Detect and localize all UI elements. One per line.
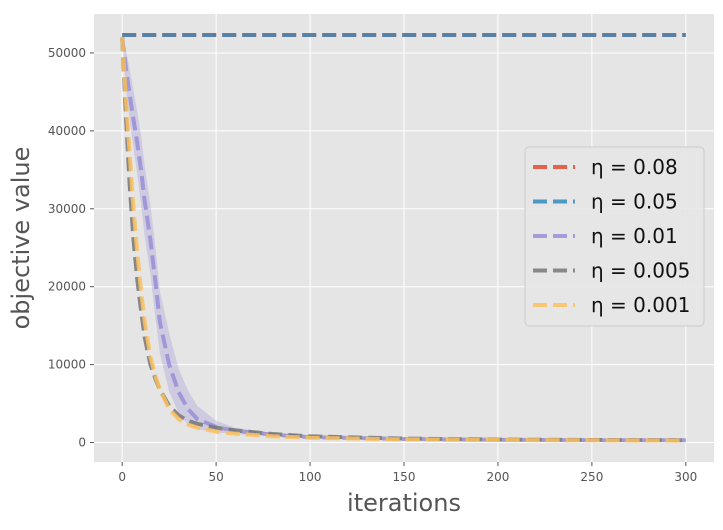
legend-label: η = 0.01: [591, 224, 678, 248]
x-tick-label: 200: [486, 470, 509, 484]
series-band: [122, 37, 686, 441]
legend: η = 0.08 η = 0.05 η = 0.01 η = 0.005 η = 0.0…: [524, 146, 705, 327]
legend-label: η = 0.05: [591, 190, 678, 214]
y-tick-label: 10000: [48, 358, 86, 372]
x-tick-label: 100: [299, 470, 322, 484]
axis-ticks: 0 50 100 150 200 250 300 0 10000 20000 30000 40000 5…: [48, 46, 697, 484]
x-tick-label: 0: [118, 470, 126, 484]
legend-label: η = 0.001: [591, 293, 690, 317]
y-axis-label: objective value: [7, 147, 35, 330]
y-tick-label: 40000: [48, 124, 86, 138]
series-line: [120, 37, 686, 443]
x-axis-label: iterations: [347, 489, 461, 517]
legend-label: η = 0.005: [591, 259, 690, 283]
legend-label: η = 0.08: [591, 155, 678, 179]
x-tick-label: 300: [674, 470, 697, 484]
confidence-bands: [122, 37, 686, 441]
legend-box: [524, 146, 705, 327]
x-tick-label: 50: [208, 470, 223, 484]
y-tick-label: 30000: [48, 202, 86, 216]
y-tick-label: 0: [78, 436, 86, 450]
series-lines: [120, 33, 686, 443]
y-tick-label: 50000: [48, 46, 86, 60]
x-tick-label: 150: [393, 470, 416, 484]
x-tick-label: 250: [580, 470, 603, 484]
y-tick-label: 20000: [48, 280, 86, 294]
